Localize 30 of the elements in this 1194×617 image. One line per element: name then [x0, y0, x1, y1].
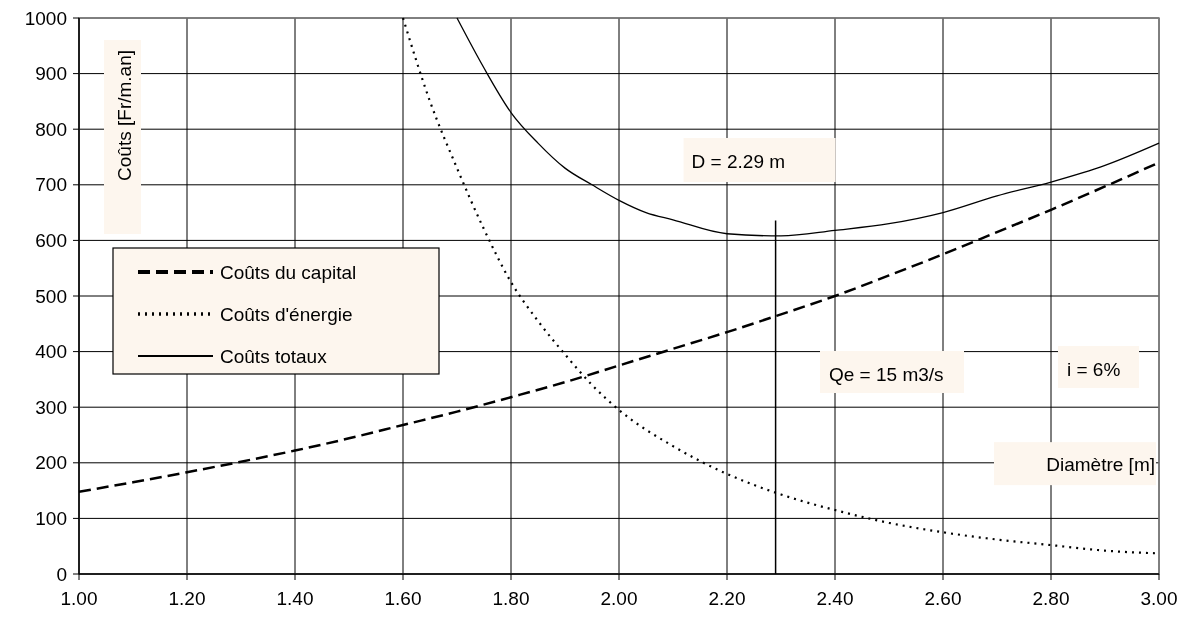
x-tick-label: 2.20: [708, 588, 746, 609]
y-tick-label: 900: [35, 63, 67, 85]
y-tick-label: 1000: [24, 7, 67, 29]
x-tick-label: 2.60: [924, 588, 962, 609]
x-tick-label: 2.80: [1032, 588, 1070, 609]
x-tick-label: 2.40: [816, 588, 854, 609]
x-tick-label: 2.00: [600, 588, 638, 609]
x-tick-label: 1.40: [276, 588, 314, 609]
annotation: Qe = 15 m3/s: [829, 364, 944, 385]
x-tick-label: 1.60: [384, 588, 422, 609]
x-tick-label: 1.80: [492, 588, 530, 609]
legend-label: Coûts d'énergie: [220, 303, 353, 325]
legend-label: Coûts totaux: [220, 345, 328, 367]
y-tick-label: 700: [35, 174, 67, 196]
ref-line-label: D = 2.29 m: [691, 151, 786, 172]
y-tick-label: 0: [56, 563, 67, 585]
annotation: i = 6%: [1067, 359, 1121, 380]
legend-label: Coûts du capital: [220, 261, 357, 283]
y-tick-label: 100: [35, 508, 67, 530]
x-tick-label: 1.20: [168, 588, 206, 609]
x-tick-label: 1.00: [60, 588, 98, 609]
x-axis-title: Diamètre [m]: [1046, 454, 1155, 476]
y-tick-label: 800: [35, 118, 67, 140]
x-tick-label: 3.00: [1140, 588, 1178, 609]
y-tick-label: 200: [35, 452, 67, 474]
y-tick-label: 600: [35, 230, 67, 252]
y-tick-label: 400: [35, 341, 67, 363]
y-axis-title: Coûts [Fr/m.an]: [114, 50, 135, 181]
y-tick-label: 500: [35, 285, 67, 307]
y-tick-label: 300: [35, 396, 67, 418]
